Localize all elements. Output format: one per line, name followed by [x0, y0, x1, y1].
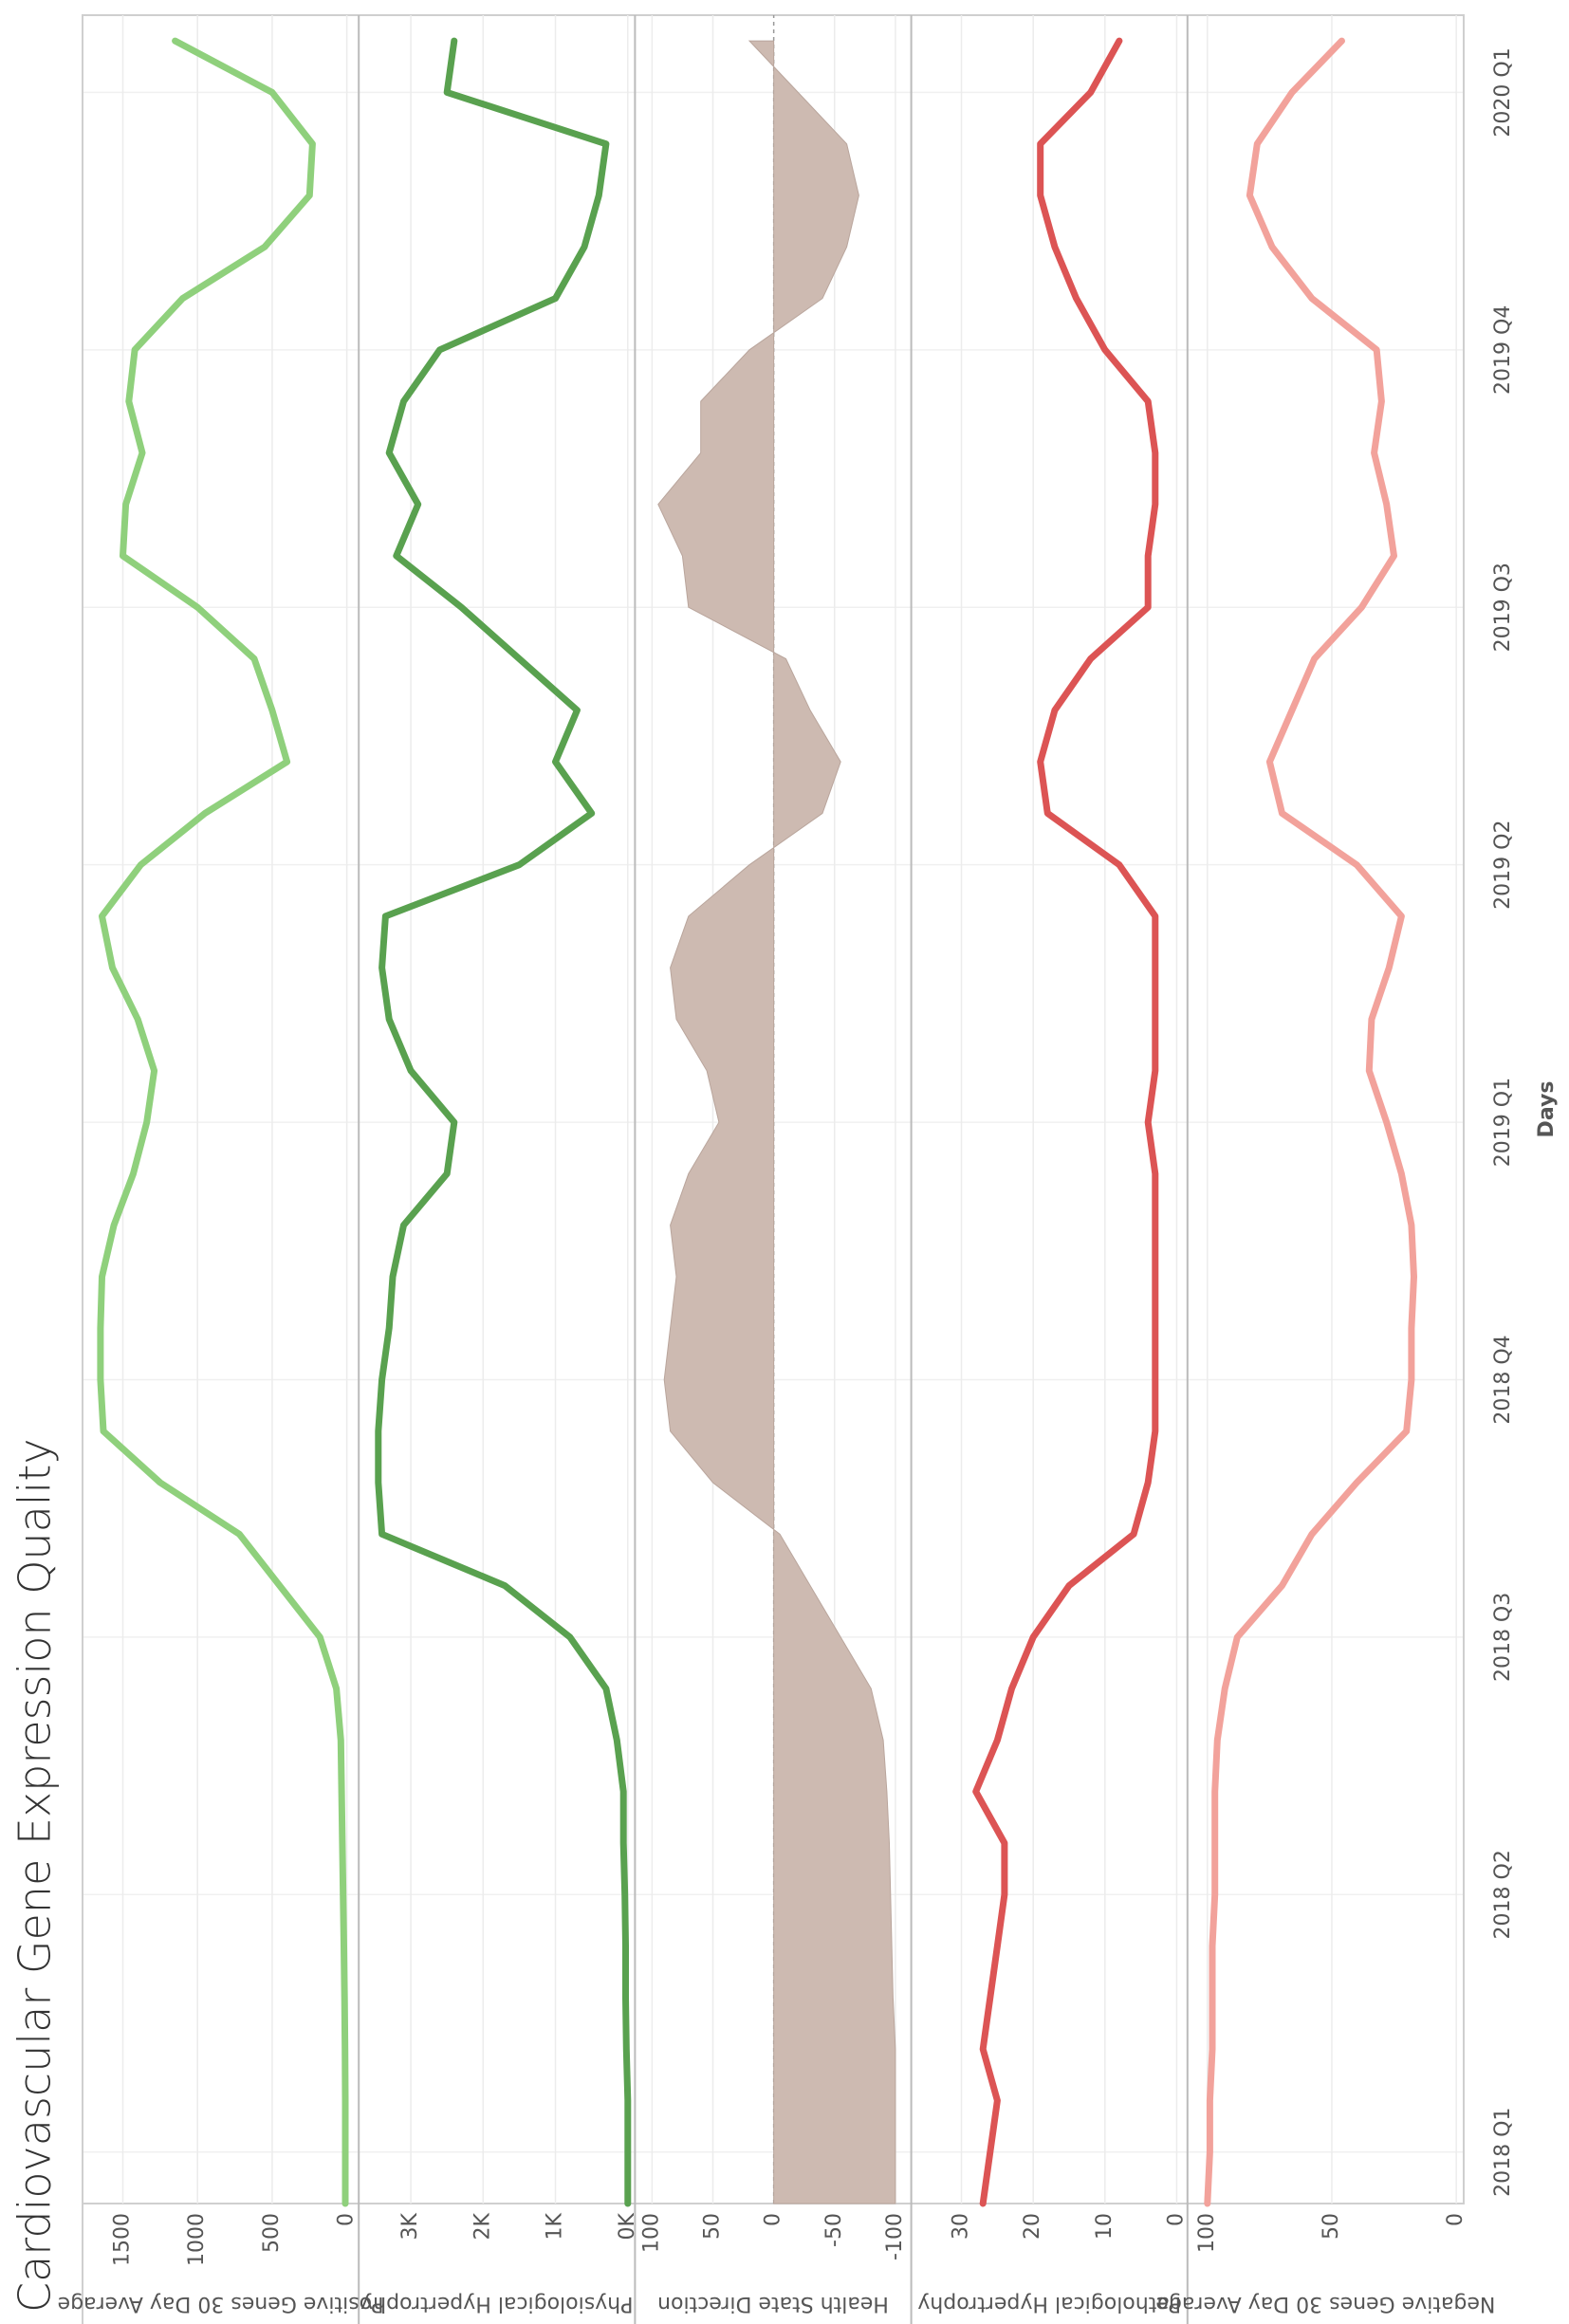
x-tick-label: 2018 Q3 [1491, 1593, 1515, 1682]
x-tick-label: 2018 Q4 [1491, 1335, 1515, 1424]
x-tick-label: 2019 Q2 [1491, 821, 1515, 910]
y-tick-label: 0 [1164, 2213, 1188, 2226]
y-tick-label: 0 [1444, 2213, 1467, 2226]
x-axis-title: Days [1535, 1081, 1559, 1138]
y-tick-label: -100 [883, 2213, 907, 2260]
x-tick-label: 2019 Q4 [1491, 305, 1515, 395]
y-tick-label: 100 [1195, 2213, 1219, 2253]
y-axis-title: Health State Direction [657, 2292, 889, 2315]
y-tick-label: 2K [471, 2212, 494, 2240]
x-tick-label: 2018 Q1 [1491, 2108, 1515, 2197]
y-tick-label: 10 [1093, 2213, 1117, 2240]
y-tick-label: 20 [1021, 2213, 1044, 2240]
y-tick-label: 30 [950, 2213, 973, 2240]
x-tick-label: 2018 Q2 [1491, 1850, 1515, 1939]
chart-title: Cardiovascular Gene Expression Quality [9, 1438, 61, 2313]
y-tick-label: 500 [260, 2213, 284, 2253]
y-axis-title: Positive Genes 30 Day Average [58, 2292, 384, 2315]
y-tick-label: 0 [762, 2213, 785, 2226]
y-tick-label: -50 [822, 2213, 846, 2247]
y-axis-title: Pathological Hypertrophy [917, 2292, 1181, 2315]
series-line [97, 37, 349, 2207]
y-axis-title: Physiological Hypertrophy [360, 2292, 633, 2315]
x-tick-label: 2019 Q1 [1491, 1078, 1515, 1167]
y-tick-label: 1000 [185, 2213, 209, 2266]
y-tick-label: 0 [335, 2213, 359, 2226]
series-line [972, 37, 1159, 2207]
series-line [1204, 37, 1417, 2207]
y-tick-label: 3K [398, 2212, 422, 2240]
y-tick-label: 1500 [110, 2213, 134, 2266]
y-tick-label: 1K [544, 2212, 567, 2240]
x-tick-label: 2020 Q1 [1491, 47, 1515, 137]
series-line [375, 37, 632, 2207]
y-tick-label: 50 [1320, 2213, 1343, 2240]
x-tick-label: 2019 Q3 [1491, 563, 1515, 652]
y-tick-label: 0K [616, 2212, 639, 2240]
y-tick-label: 100 [639, 2213, 663, 2253]
y-axis-title: Negative Genes 30 Day Average [1155, 2292, 1495, 2315]
y-tick-label: 50 [701, 2213, 725, 2240]
series-area [657, 40, 896, 2204]
